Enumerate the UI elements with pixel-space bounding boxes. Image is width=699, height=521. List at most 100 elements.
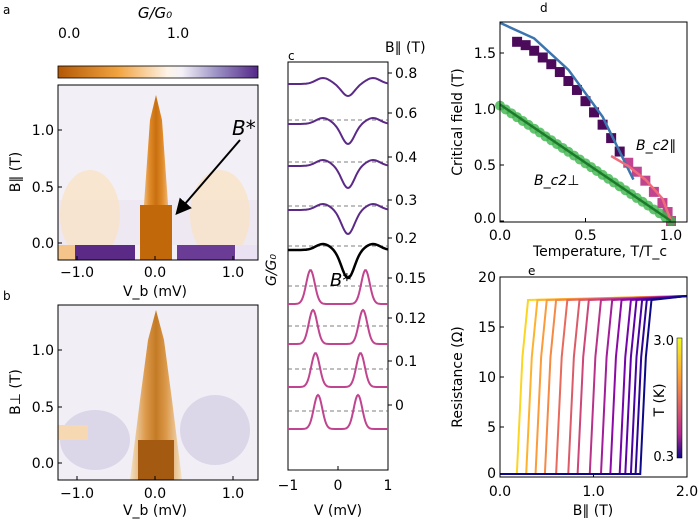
axes-e-xtick-label: 0.0 xyxy=(489,484,511,500)
axes-e-xtick-label: 1.0 xyxy=(582,484,604,500)
bc2-parallel-point xyxy=(537,52,548,63)
trace-0.2 xyxy=(288,242,389,280)
fit-line-2 xyxy=(499,103,672,223)
legend-bc2-perp: B_c2⊥ xyxy=(534,173,579,189)
axes-b-ytick-label: 0.5 xyxy=(32,400,54,416)
panel-label-e: e xyxy=(528,264,535,278)
bc2-parallel-point xyxy=(623,157,634,168)
axes-a-ytick-label: 1.0 xyxy=(32,123,54,139)
x-axis-label-b: V_b (mV) xyxy=(123,503,187,519)
trace-0.1 xyxy=(288,352,388,388)
axes-b-ytick-label: 0.0 xyxy=(32,456,54,472)
axes-a-ytick-label: 0.0 xyxy=(32,236,54,252)
x-axis-label-d: Temperature, T/T_c xyxy=(532,244,667,260)
axes-e-frame xyxy=(499,276,688,478)
bc2-parallel-point xyxy=(597,119,608,130)
trace-label: 0 xyxy=(395,398,404,414)
bstar-annotation-c: B* xyxy=(330,270,351,291)
axes-a-xtick-label: 0.0 xyxy=(144,265,166,281)
right-axis-title-c: B∥ (T) xyxy=(385,40,426,56)
axes-a-ytick-label: 0.5 xyxy=(32,180,54,196)
trace-label: 0.1 xyxy=(395,354,417,370)
axes-e: 0.0 1.0 2.0 0 5 10 15 20 xyxy=(478,270,698,500)
colorbar-a-tick-1: 1.0 xyxy=(167,26,189,42)
axes-d-xtick-label: 1.0 xyxy=(660,228,682,244)
colorbar-e-tick-min: 0.3 xyxy=(653,450,674,465)
panel-label-a: a xyxy=(3,3,10,17)
axes-e-ytick-label: 10 xyxy=(478,370,496,386)
bc2-parallel-point xyxy=(606,133,617,144)
panel-label-d: d xyxy=(540,1,548,15)
colorbar-e xyxy=(676,337,683,459)
x-axis-label-a: V_b (mV) xyxy=(123,284,187,300)
axes-c-xtick-label: 1 xyxy=(384,478,393,494)
axes-c: −1 0 1 0.8 0.6 0.4 0.3 0.2 0.15 0.12 0.1 0 xyxy=(278,66,426,494)
trace-0.15 xyxy=(288,269,388,305)
trace-label: 0.3 xyxy=(395,193,417,209)
bc2-parallel-point xyxy=(512,36,523,47)
bc2-parallel-point xyxy=(571,84,582,95)
y-axis-label-c: G/G₀ xyxy=(264,254,280,286)
axes-d-ytick-label: 0.5 xyxy=(474,158,496,174)
axes-b-xtick-label: −1.0 xyxy=(60,486,94,502)
x-axis-label-e: B∥ (T) xyxy=(573,503,614,519)
bc2-parallel-point xyxy=(657,198,668,209)
axes-a-ticks: −1.0 0.0 1.0 0.0 0.5 1.0 xyxy=(32,123,244,281)
y-axis-label-b: B⊥ (T) xyxy=(8,369,24,415)
trace-label: 0.2 xyxy=(395,231,417,247)
y-axis-label-e: Resistance (Ω) xyxy=(450,326,466,428)
colorbar-a-tick-0: 0.0 xyxy=(58,26,80,42)
bc2-parallel-point xyxy=(648,186,659,197)
axes-c-xtick-label: −1 xyxy=(278,478,299,494)
axes-e-ytick-label: 20 xyxy=(478,270,496,286)
trace-label: 0.12 xyxy=(395,311,426,327)
axes-d-xtick-label: 0.5 xyxy=(574,228,596,244)
trace-0.6 xyxy=(288,116,389,146)
colorbar-e-title: T (K) xyxy=(652,383,668,417)
resistance-curve-0.3K xyxy=(500,295,688,475)
heatmap-a xyxy=(58,85,258,260)
bc2-parallel-point xyxy=(529,45,540,56)
colorbar-e-tick-max: 3.0 xyxy=(653,334,674,349)
bstar-annotation-a: B* xyxy=(232,116,256,140)
fit-line-1 xyxy=(610,154,673,222)
panel-label-b: b xyxy=(3,289,11,303)
axes-d-xtick-label: 0.0 xyxy=(489,228,511,244)
y-axis-label-d: Critical field (T) xyxy=(450,68,466,176)
trace-label: 0.4 xyxy=(395,150,417,166)
trace-label: 0.15 xyxy=(395,271,426,287)
trace-label: 0.8 xyxy=(395,66,417,82)
bc2-parallel-point xyxy=(546,59,557,70)
axes-d-frame xyxy=(499,21,688,223)
bstar-arrow xyxy=(175,139,241,216)
bc2-parallel-point xyxy=(589,107,600,118)
axes-d-ytick-label: 1.0 xyxy=(474,102,496,118)
bc2-parallel-point xyxy=(580,96,591,107)
axes-e-ytick-label: 5 xyxy=(487,420,496,436)
axes-b-ticks: −1.0 0.0 1.0 0.0 0.5 1.0 xyxy=(32,343,244,502)
axes-a-xtick-label: −1.0 xyxy=(60,265,94,281)
axes-d: 0.0 0.5 1.0 0.0 0.5 1.0 1.5 xyxy=(474,21,682,244)
trace-0.12 xyxy=(288,308,388,345)
heatmap-b xyxy=(58,305,258,480)
axes-e-ytick-label: 15 xyxy=(478,320,496,336)
axes-a-frame xyxy=(57,84,259,261)
trace-0.4 xyxy=(288,158,389,190)
bc2-parallel-point xyxy=(520,40,531,51)
y-axis-label-a: B∥ (T) xyxy=(8,152,24,193)
axes-d-ytick-label: 1.5 xyxy=(474,46,496,62)
x-axis-label-c: V (mV) xyxy=(314,503,362,519)
trace-label: 0.6 xyxy=(395,106,417,122)
bc2-parallel-point xyxy=(563,76,574,86)
axes-b-xtick-label: 0.0 xyxy=(144,486,166,502)
axes-b-frame xyxy=(57,304,259,481)
colorbar-a xyxy=(57,65,259,79)
bc2-parallel-point xyxy=(554,67,565,78)
fit-line-0 xyxy=(499,21,635,181)
axes-e-xtick-label: 2.0 xyxy=(676,484,698,500)
axes-b-xtick-label: 1.0 xyxy=(222,486,244,502)
trace-0 xyxy=(288,393,388,430)
trace-0.8 xyxy=(288,76,389,98)
